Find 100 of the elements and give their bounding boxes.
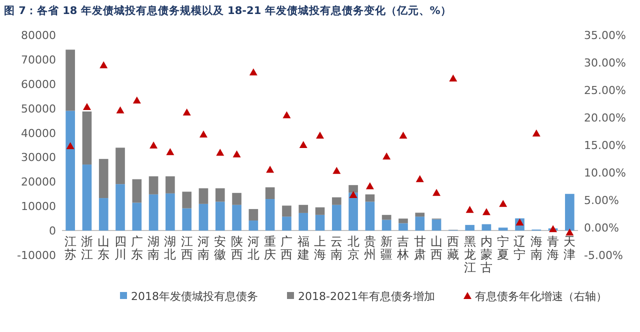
point (366, 182, 374, 190)
bar (265, 187, 275, 200)
x-tick-label: 内蒙古 (480, 234, 492, 275)
bar (265, 199, 275, 231)
x-tick-label: 黑龙江 (464, 234, 476, 275)
y2-tick-label: 10.00% (584, 166, 626, 180)
bar (98, 158, 108, 198)
y-tick-label: 80000 (21, 29, 56, 42)
x-tick-label: 西藏 (447, 234, 460, 262)
bar (166, 176, 175, 194)
point (349, 191, 358, 198)
point (216, 148, 224, 156)
bar (298, 204, 308, 213)
bar (332, 197, 342, 205)
bar (215, 202, 225, 231)
point (382, 152, 391, 160)
y-tick-label: 60000 (21, 78, 56, 91)
y-tick-label: -10000 (17, 249, 56, 262)
point (566, 228, 574, 236)
point (332, 166, 341, 174)
bar (432, 219, 442, 231)
x-tick-label: 云南 (330, 234, 343, 262)
bar (148, 194, 158, 231)
bar (315, 214, 325, 231)
bar (148, 176, 158, 194)
bar (248, 220, 258, 231)
bar (82, 164, 92, 231)
point (182, 108, 191, 116)
y2-tick-label: 0.00% (584, 222, 619, 234)
bar (348, 185, 358, 193)
bar (332, 204, 342, 231)
y2-tick-label: 35.00% (584, 29, 626, 42)
point (66, 142, 74, 150)
x-tick-label: 重庆 (264, 234, 276, 262)
y2-tick-label: -5.00% (584, 249, 623, 262)
x-tick-label: 山西 (430, 234, 443, 262)
bar (465, 224, 474, 231)
bar (348, 192, 358, 231)
y-tick-label: 70000 (21, 53, 56, 66)
point (199, 130, 208, 138)
x-tick-label: 河北 (247, 234, 260, 262)
bar (315, 207, 325, 215)
x-tick-label: 山东 (98, 234, 110, 262)
x-tick-label: 青海 (547, 234, 560, 262)
x-tick-label: 湖南 (148, 234, 160, 262)
y-tick-label: 50000 (21, 102, 56, 116)
point (82, 103, 91, 110)
x-tick-label: 广西 (280, 234, 293, 262)
bar (365, 194, 375, 202)
x-tick-label: 广东 (130, 234, 143, 262)
x-tick-label: 宁夏 (497, 234, 510, 262)
point (316, 132, 324, 139)
bar (282, 216, 292, 231)
x-tick-label: 辽宁 (514, 234, 526, 262)
bar (198, 188, 208, 204)
point (466, 206, 474, 213)
bar (365, 202, 375, 231)
point (549, 225, 558, 232)
y-tick-label: 10000 (21, 200, 56, 214)
point (299, 141, 308, 148)
x-tick-label: 江苏 (64, 234, 76, 262)
bar (398, 223, 408, 231)
point (416, 175, 424, 182)
legend-label: 2018-2021年有息债务增加 (298, 290, 435, 303)
x-tick-label: 新疆 (380, 234, 393, 262)
x-tick-label: 北京 (347, 234, 360, 262)
y2-tick-label: 20.00% (584, 112, 626, 124)
x-tick-label: 甘肃 (414, 234, 426, 262)
x-tick-label: 浙江 (80, 234, 93, 262)
x-tick-label: 河南 (197, 234, 210, 262)
y-tick-label: 0 (49, 224, 56, 238)
bar (565, 194, 574, 231)
bar (382, 220, 392, 231)
bar (398, 218, 408, 224)
bar (482, 224, 492, 231)
point (116, 106, 124, 114)
bar (116, 184, 125, 231)
bar (382, 214, 392, 220)
x-tick-label: 贵州 (364, 234, 376, 262)
x-tick-label: 陕西 (230, 234, 243, 262)
x-tick-label: 福建 (296, 234, 310, 262)
bar (498, 228, 508, 231)
point (232, 150, 241, 158)
x-tick-label: 天津 (564, 234, 576, 262)
bar (415, 216, 425, 231)
bar (166, 193, 175, 231)
bar (415, 212, 425, 217)
legend-label: 有息债务年化增速（右轴） (474, 290, 607, 303)
y-tick-label: 30000 (21, 151, 56, 164)
x-tick-label: 湖北 (164, 234, 176, 262)
x-tick-label: 吉林 (396, 234, 410, 262)
point (249, 68, 258, 76)
bar (232, 192, 242, 205)
bar (182, 192, 192, 208)
point (132, 96, 141, 104)
y-tick-label: 40000 (21, 126, 56, 140)
bar (66, 50, 75, 111)
legend-label: 2018年发债城投有息债务 (131, 290, 258, 303)
bar (232, 204, 242, 231)
x-tick-label: 四川 (114, 234, 126, 262)
